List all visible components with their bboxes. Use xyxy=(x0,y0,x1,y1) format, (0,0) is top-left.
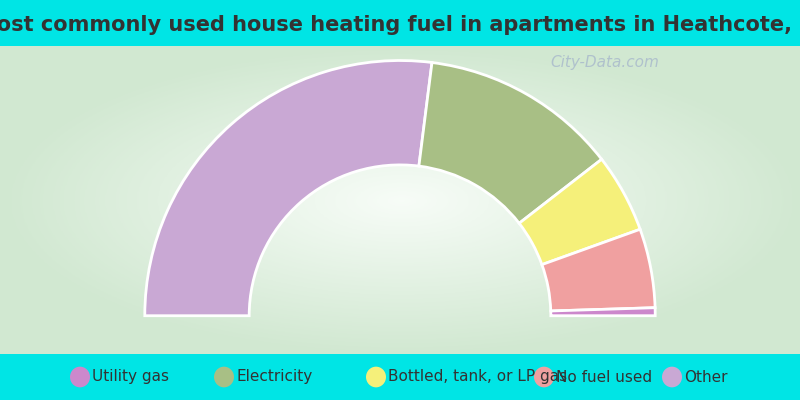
Ellipse shape xyxy=(70,367,90,387)
Ellipse shape xyxy=(534,367,554,387)
Text: Electricity: Electricity xyxy=(236,370,312,384)
Text: Most commonly used house heating fuel in apartments in Heathcote, NJ: Most commonly used house heating fuel in… xyxy=(0,15,800,35)
Text: Utility gas: Utility gas xyxy=(92,370,169,384)
Ellipse shape xyxy=(214,367,234,387)
Wedge shape xyxy=(419,62,602,223)
Wedge shape xyxy=(519,159,640,265)
Text: City-Data.com: City-Data.com xyxy=(550,55,659,70)
Text: Other: Other xyxy=(684,370,727,384)
Ellipse shape xyxy=(366,367,386,387)
Wedge shape xyxy=(145,60,432,316)
Text: No fuel used: No fuel used xyxy=(556,370,652,384)
Wedge shape xyxy=(550,308,655,316)
Wedge shape xyxy=(542,229,655,311)
Text: Bottled, tank, or LP gas: Bottled, tank, or LP gas xyxy=(388,370,567,384)
Ellipse shape xyxy=(662,367,682,387)
